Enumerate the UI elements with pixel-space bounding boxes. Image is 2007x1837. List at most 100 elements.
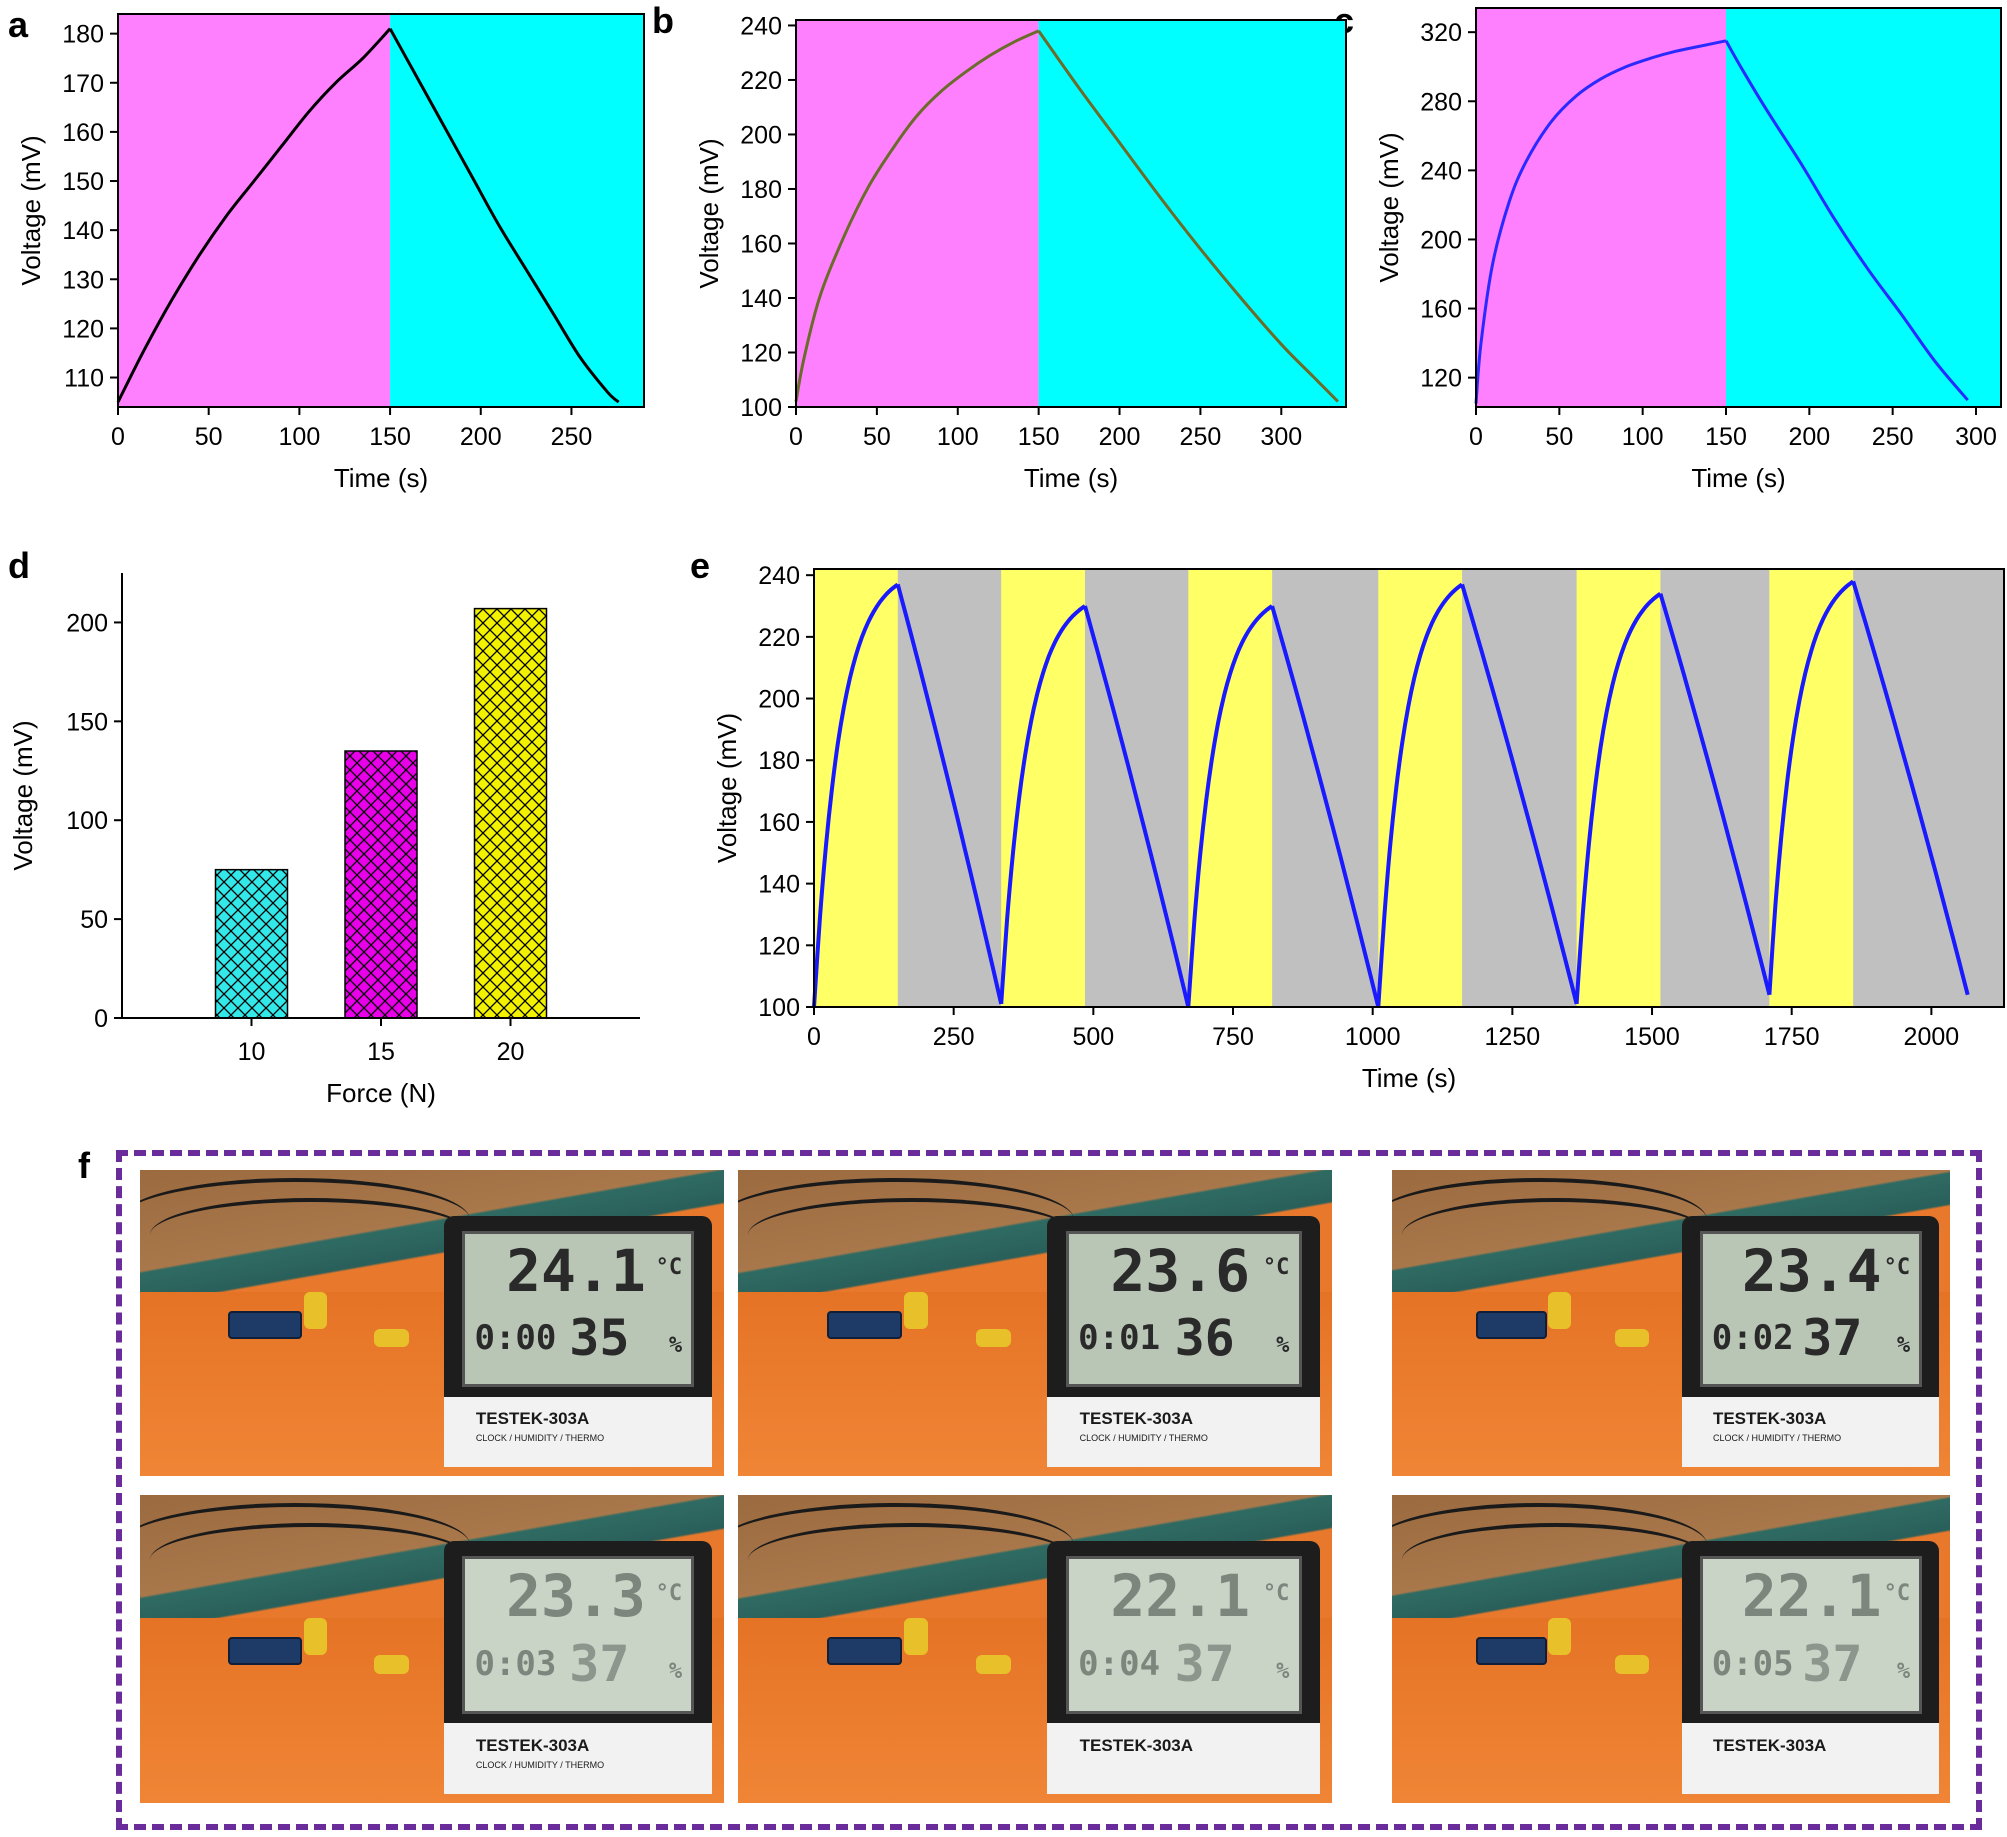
meter-base: TESTEK-303A CLOCK / HUMIDITY / THERMO bbox=[443, 1723, 713, 1794]
x-axis-title-a: Time (s) bbox=[334, 463, 428, 493]
y-tick-label-e: 140 bbox=[758, 871, 800, 899]
y-tick-label-a: 180 bbox=[62, 21, 104, 49]
cycle-charge-line-1 bbox=[999, 604, 1087, 1005]
cycle-discharge-line-2 bbox=[1270, 605, 1381, 1008]
x-tick-label-c: 300 bbox=[1955, 423, 1997, 451]
temperature-readout: 23.3 bbox=[506, 1562, 646, 1631]
thermo-hygrometer: 22.1 °C 0:04 37% TESTEK-303A bbox=[1046, 1541, 1321, 1794]
humidity-unit: % bbox=[1276, 1333, 1290, 1359]
brand-label: TESTEK-303A bbox=[1712, 1735, 1827, 1755]
region-charge-e-5 bbox=[1769, 569, 1854, 1007]
lcd-screen: 22.1 °C 0:05 37% bbox=[1700, 1556, 1922, 1714]
y-tick-label-e: 240 bbox=[758, 562, 800, 590]
cable bbox=[140, 1503, 471, 1587]
thermo-hygrometer: 22.1 °C 0:05 37% TESTEK-303A bbox=[1682, 1541, 1939, 1794]
alligator-clip bbox=[373, 1655, 409, 1674]
y-tick-label-a: 120 bbox=[62, 315, 104, 343]
cable bbox=[748, 1198, 1075, 1272]
brand-tagline: CLOCK / HUMIDITY / THERMO bbox=[475, 1433, 605, 1444]
bar-20 bbox=[473, 607, 548, 1019]
series-line-charge-b bbox=[794, 29, 1040, 402]
cycle-discharge-line-3 bbox=[1460, 583, 1579, 1005]
temperature-readout: 23.6 bbox=[1110, 1236, 1250, 1305]
photo-thermometer-5: 22.1 °C 0:04 37% TESTEK-303A bbox=[738, 1495, 1332, 1803]
plot-frame-a bbox=[117, 13, 645, 408]
y-tick-label-e: 200 bbox=[758, 686, 800, 714]
panel-label-d: d bbox=[8, 545, 30, 586]
cable bbox=[748, 1523, 1075, 1597]
lcd-screen: 22.1 °C 0:04 37% bbox=[1066, 1556, 1302, 1714]
alligator-clip bbox=[303, 1618, 327, 1656]
brand-label: TESTEK-303A bbox=[475, 1409, 590, 1429]
x-tick-label-a: 0 bbox=[111, 423, 125, 451]
y-axis-title-c: Voltage (mV) bbox=[1374, 132, 1404, 282]
y-tick-label-c: 240 bbox=[1420, 157, 1462, 185]
x-tick-label-e: 1500 bbox=[1624, 1023, 1680, 1051]
region-c-1 bbox=[1726, 8, 2001, 407]
clock-readout: 0:01 bbox=[1078, 1318, 1161, 1359]
y-tick-label-b: 100 bbox=[740, 394, 782, 422]
humidity-readout: 35 bbox=[569, 1309, 630, 1368]
thermo-hygrometer: 24.1 °C 0:00 35% TESTEK-303A CLOCK / HUMIDITY… bbox=[443, 1215, 713, 1467]
x-tick-label-c: 0 bbox=[1469, 423, 1483, 451]
thermo-hygrometer: 23.4 °C 0:02 37% TESTEK-303A CLOCK / HUMIDITY… bbox=[1682, 1215, 1939, 1467]
clock-readout: 0:02 bbox=[1711, 1318, 1794, 1359]
nanogenerator-device bbox=[1475, 1310, 1547, 1340]
series-line-discharge-b bbox=[1037, 30, 1339, 403]
y-tick-label-a: 140 bbox=[62, 217, 104, 245]
series-line-discharge-c bbox=[1724, 40, 1969, 402]
y-tick-label-a: 160 bbox=[62, 119, 104, 147]
region-b-1 bbox=[1038, 20, 1346, 407]
y-axis-title-a: Voltage (mV) bbox=[16, 135, 46, 285]
brand-tagline: CLOCK / HUMIDITY / THERMO bbox=[1712, 1433, 1842, 1444]
humidity-unit: % bbox=[1896, 1659, 1911, 1685]
bar-10 bbox=[214, 868, 289, 1019]
cable bbox=[738, 1503, 1075, 1587]
brand-label: TESTEK-303A bbox=[1079, 1735, 1194, 1755]
humidity-unit: % bbox=[1276, 1659, 1290, 1685]
alligator-clip bbox=[1548, 1292, 1571, 1330]
y-tick-label-b: 220 bbox=[740, 67, 782, 95]
x-tick-label-c: 50 bbox=[1545, 423, 1573, 451]
x-tick-label-d: 20 bbox=[497, 1038, 525, 1066]
nanogenerator-device bbox=[227, 1636, 302, 1666]
panel-label-a: a bbox=[8, 4, 29, 45]
y-tick-label-e: 220 bbox=[758, 624, 800, 652]
x-tick-label-e: 250 bbox=[933, 1023, 975, 1051]
cycle-discharge-line-1 bbox=[1083, 605, 1191, 1008]
x-tick-label-b: 200 bbox=[1099, 423, 1141, 451]
humidity-unit: % bbox=[668, 1659, 683, 1685]
lcd-screen: 23.4 °C 0:02 37% bbox=[1700, 1230, 1922, 1388]
x-tick-label-e: 1000 bbox=[1345, 1023, 1401, 1051]
y-tick-label-a: 150 bbox=[62, 168, 104, 196]
cycle-discharge-line-0 bbox=[895, 583, 1004, 1005]
temperature-readout: 22.1 bbox=[1741, 1562, 1882, 1631]
nanogenerator-device bbox=[827, 1636, 903, 1666]
y-tick-label-d: 100 bbox=[66, 807, 108, 835]
x-axis-title-e: Time (s) bbox=[1362, 1063, 1456, 1093]
humidity-unit: % bbox=[668, 1333, 683, 1359]
x-axis-title-c: Time (s) bbox=[1691, 463, 1785, 493]
y-tick-label-c: 280 bbox=[1420, 88, 1462, 116]
temperature-readout: 24.1 bbox=[506, 1236, 646, 1305]
y-axis-title-e: Voltage (mV) bbox=[712, 713, 742, 863]
cycle-charge-line-3 bbox=[1376, 582, 1464, 1008]
cable bbox=[1392, 1503, 1707, 1587]
clock-readout: 0:05 bbox=[1711, 1644, 1794, 1685]
x-tick-label-a: 50 bbox=[195, 423, 223, 451]
lcd-screen: 23.3 °C 0:03 37% bbox=[462, 1556, 695, 1714]
x-tick-label-a: 150 bbox=[369, 423, 411, 451]
x-tick-label-a: 250 bbox=[551, 423, 593, 451]
meter-base: TESTEK-303A bbox=[1046, 1723, 1321, 1794]
x-tick-label-b: 0 bbox=[789, 423, 803, 451]
alligator-clip bbox=[904, 1292, 929, 1330]
thermo-hygrometer: 23.3 °C 0:03 37% TESTEK-303A CLOCK / HUMIDITY… bbox=[443, 1541, 713, 1794]
cable bbox=[738, 1178, 1075, 1262]
region-charge-e-4 bbox=[1576, 569, 1661, 1007]
y-tick-label-e: 180 bbox=[758, 747, 800, 775]
meter-base: TESTEK-303A bbox=[1682, 1723, 1939, 1794]
x-tick-label-c: 100 bbox=[1622, 423, 1664, 451]
temperature-unit: °C bbox=[1262, 1255, 1290, 1280]
cable bbox=[1402, 1198, 1709, 1272]
photo-thermometer-2: 23.6 °C 0:01 36% TESTEK-303A CLOCK / HUMIDITY… bbox=[738, 1170, 1332, 1476]
